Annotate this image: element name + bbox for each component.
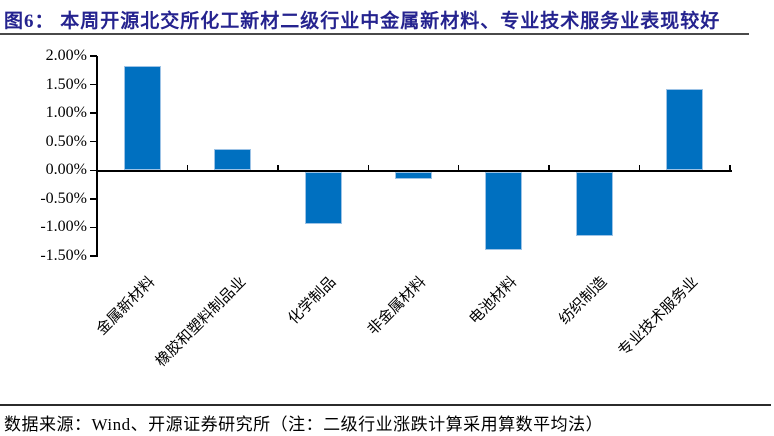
y-axis-tick (90, 55, 97, 57)
y-tick-label: 1.00% (45, 104, 87, 122)
y-tick-label: -1.00% (40, 218, 87, 236)
y-tick-label: 0.00% (45, 161, 87, 179)
x-axis-tick (277, 164, 279, 171)
x-category-label: 非金属材料 (365, 274, 430, 339)
x-axis-tick (638, 164, 641, 171)
x-category-label: 专业技术服务业 (615, 274, 702, 360)
y-axis-tick (90, 255, 97, 257)
x-axis-tick (367, 164, 370, 171)
y-tick-label: 0.50% (45, 132, 87, 150)
source-note: 数据来源：Wind、开源证券研究所（注：二级行业涨跌计算采用算数平均法） (4, 415, 604, 434)
y-axis-tick (90, 226, 97, 229)
y-tick-label: -0.50% (40, 189, 87, 207)
x-axis-tick (548, 164, 550, 171)
bar (395, 171, 432, 180)
bar (575, 171, 613, 237)
figure-title: 图6： 本周开源北交所化工新材二级行业中金属新材料、专业技术服务业表现较好 (4, 11, 721, 32)
bar (666, 89, 704, 171)
y-axis-line (96, 56, 98, 257)
y-tick-label: 2.00% (45, 47, 87, 64)
title-divider (0, 33, 749, 35)
y-axis-tick (90, 169, 97, 172)
bar (485, 171, 523, 251)
x-axis-zero-line (96, 170, 732, 172)
y-axis-tick (90, 198, 97, 200)
y-tick-label: 1.50% (45, 75, 87, 93)
x-axis-tick (186, 164, 189, 171)
bar (214, 148, 252, 171)
y-axis-tick (90, 140, 97, 143)
bar (304, 171, 342, 225)
bar (123, 66, 161, 171)
x-axis-tick (729, 164, 731, 171)
x-axis-tick (457, 164, 460, 171)
x-category-label: 橡胶和塑料制品业 (152, 274, 249, 371)
y-tick-label: -1.50% (40, 246, 87, 264)
x-category-label: 金属新材料 (94, 274, 159, 339)
x-category-label: 电池材料 (466, 274, 521, 328)
x-category-label: 化学制品 (285, 274, 340, 328)
x-category-label: 纺织制造 (556, 274, 611, 328)
footer-divider (0, 404, 771, 406)
y-axis-tick (90, 112, 97, 114)
y-axis-tick (90, 83, 97, 86)
